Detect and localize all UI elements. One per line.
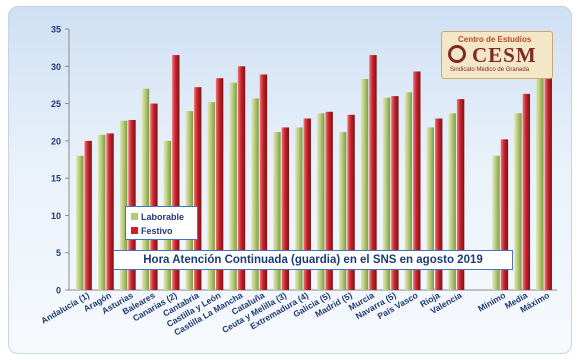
legend-item-festivo: Festivo — [131, 224, 173, 237]
bar-laborable — [141, 88, 150, 291]
bar-festivo — [325, 111, 333, 290]
bar-festivo — [128, 119, 136, 290]
bar-festivo — [369, 55, 377, 290]
bar-festivo — [413, 71, 421, 291]
bar-festivo — [150, 103, 158, 290]
bar-festivo — [347, 114, 355, 290]
legend: Laborable Festivo — [125, 206, 198, 240]
bar-laborable — [229, 82, 237, 290]
bar-festivo — [303, 118, 311, 290]
bar-laborable — [76, 155, 84, 290]
legend-swatch-laborable — [131, 213, 138, 220]
bar-festivo — [215, 78, 224, 291]
bar-laborable — [536, 77, 544, 290]
y-tick-label: 0 — [56, 286, 61, 296]
y-tick-label: 30 — [51, 62, 61, 72]
bar-laborable — [338, 131, 347, 290]
bar-festivo — [500, 139, 509, 290]
logo-line2: Sindicato Médico de Granada — [450, 67, 530, 73]
bar-laborable — [492, 155, 500, 290]
bar-festivo — [522, 93, 531, 291]
x-axis-labels: Andalucía (1)AragónAsturiasBalearesCanar… — [39, 290, 551, 337]
bar-laborable — [251, 98, 259, 290]
bar-festivo — [259, 74, 268, 290]
bar-laborable — [360, 78, 369, 290]
legend-label-festivo: Festivo — [141, 225, 173, 236]
bar-laborable — [185, 111, 193, 291]
bar-laborable — [273, 131, 281, 290]
bar-laborable — [207, 102, 215, 290]
bar-chart: 0 5 10 15 20 25 30 35 Andalucía (1)AragónAsturi… — [39, 25, 557, 337]
bar-laborable — [448, 113, 456, 290]
cesm-logo: Centro de Estudios CESM Sindicato Médico… — [441, 31, 553, 79]
legend-item-laborable: Laborable — [131, 210, 184, 223]
legend-label-laborable: Laborable — [141, 211, 185, 222]
bar-festivo — [237, 66, 246, 291]
bar-festivo — [106, 133, 114, 290]
bar-festivo — [84, 140, 92, 290]
bars-group — [76, 54, 552, 291]
bar-festivo — [172, 55, 180, 290]
bar-laborable — [426, 127, 434, 290]
bar-laborable — [97, 134, 106, 290]
bar-laborable — [295, 127, 303, 290]
y-tick-label: 5 — [56, 248, 61, 258]
bar-festivo — [194, 87, 202, 290]
bar-laborable — [514, 113, 522, 290]
logo-mark-icon — [448, 45, 466, 63]
bar-festivo — [281, 127, 290, 290]
bar-festivo — [544, 54, 552, 291]
chart-frame: 0 5 10 15 20 25 30 35 Andalucía (1) Aragón Asturi… — [8, 6, 572, 354]
bar-festivo — [456, 99, 465, 291]
logo-line1: Centro de Estudios — [458, 35, 532, 44]
legend-swatch-festivo — [131, 227, 138, 234]
y-tick-label: 15 — [51, 174, 61, 184]
bar-festivo — [391, 96, 399, 290]
y-tick-label: 25 — [51, 99, 61, 109]
bar-festivo — [435, 118, 443, 290]
chart-title: Hora Atención Continuada (guardia) en el… — [113, 250, 513, 270]
bar-laborable — [317, 113, 325, 290]
bar-laborable — [404, 92, 413, 290]
y-tick-label: 35 — [51, 25, 61, 35]
y-tick-label: 20 — [51, 136, 61, 146]
bar-laborable — [119, 120, 128, 290]
logo-text: CESM — [472, 43, 537, 67]
y-tick-label: 10 — [51, 211, 61, 221]
bar-laborable — [382, 97, 391, 290]
